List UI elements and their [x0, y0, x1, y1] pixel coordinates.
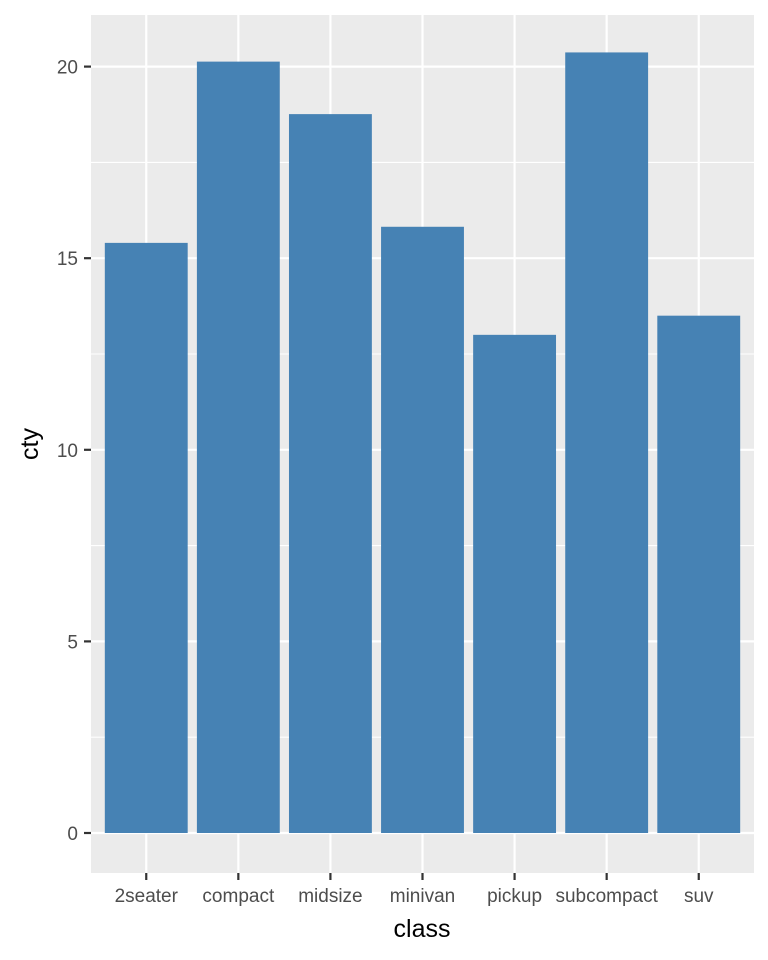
- x-tick-label-midsize: midsize: [298, 886, 362, 907]
- y-tick-label: 15: [57, 249, 78, 270]
- bar-pickup: [473, 334, 557, 833]
- x-tick-label-minivan: minivan: [390, 886, 455, 907]
- x-tick-label-pickup: pickup: [487, 886, 542, 907]
- x-tick-label-compact: compact: [202, 886, 275, 907]
- bar-compact: [196, 61, 280, 833]
- x-tick-label-suv: suv: [684, 886, 714, 907]
- x-tick-label-2seater: 2seater: [115, 886, 179, 907]
- y-tick-label: 5: [67, 632, 78, 653]
- bar-subcompact: [565, 52, 649, 833]
- y-axis-title: cty: [16, 428, 44, 460]
- x-axis: 2seater compact midsize minivan pickup subcom…: [115, 873, 714, 907]
- bar-minivan: [381, 226, 464, 834]
- y-axis: 0 5 10 15 20: [57, 58, 91, 845]
- bar-suv: [657, 315, 741, 833]
- bar-2seater: [104, 242, 188, 833]
- bar-midsize: [288, 114, 372, 833]
- y-tick-label: 10: [57, 441, 78, 462]
- y-tick-label: 20: [57, 58, 78, 79]
- x-axis-title: class: [394, 915, 451, 943]
- x-tick-label-subcompact: subcompact: [555, 886, 658, 907]
- y-tick-label: 0: [67, 824, 78, 845]
- bars: [104, 52, 741, 834]
